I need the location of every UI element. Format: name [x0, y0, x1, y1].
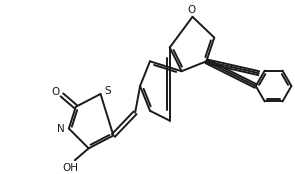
Text: S: S [104, 86, 111, 96]
Text: OH: OH [63, 163, 79, 173]
Text: O: O [51, 87, 59, 97]
Text: N: N [57, 124, 65, 134]
Text: O: O [187, 5, 196, 15]
